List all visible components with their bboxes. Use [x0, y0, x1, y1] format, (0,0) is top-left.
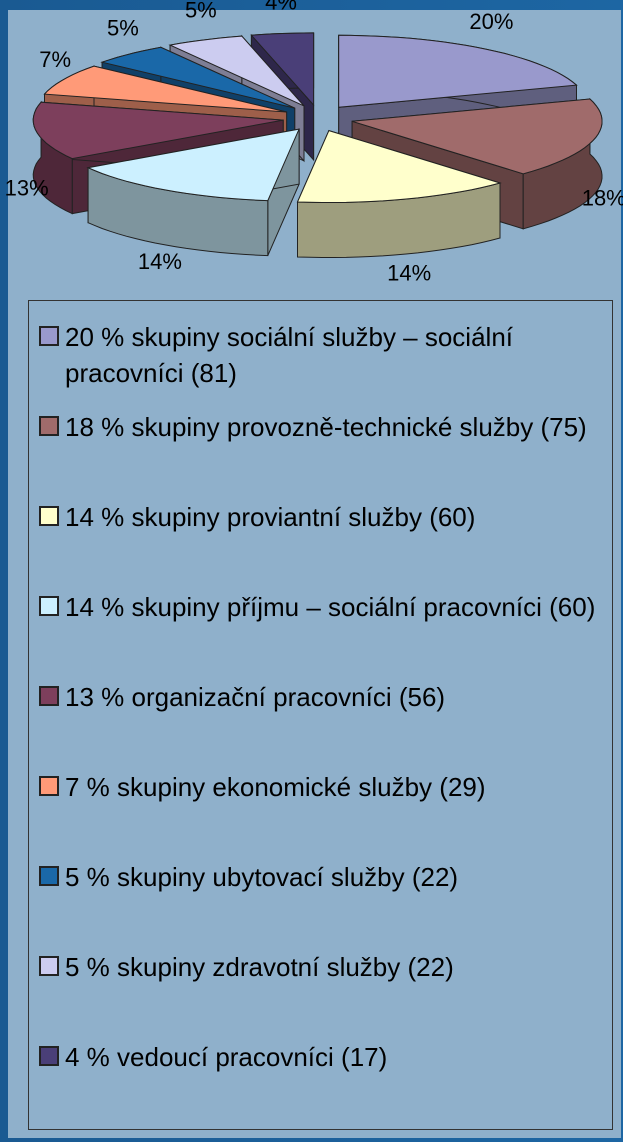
legend-item: 5 % skupiny zdravotní služby (22)	[39, 949, 599, 985]
legend-swatch	[39, 416, 59, 436]
legend: 20 % skupiny sociální služby – sociální …	[28, 300, 613, 1130]
legend-swatch	[39, 776, 59, 796]
data-label: 18%	[582, 185, 623, 210]
legend-item: 14 % skupiny příjmu – sociální pracovníc…	[39, 589, 599, 625]
slice	[32, 101, 284, 160]
slice	[296, 129, 502, 203]
legend-label: 14 % skupiny proviantní služby (60)	[65, 502, 476, 532]
data-label: 7%	[39, 47, 71, 72]
legend-label: 13 % organizační pracovníci (56)	[65, 682, 446, 712]
legend-swatch	[39, 956, 59, 976]
legend-swatch	[39, 866, 59, 886]
legend-label: 4 % vedoucí pracovníci (17)	[65, 1042, 388, 1072]
slice	[250, 32, 315, 107]
data-label: 13%	[5, 176, 49, 201]
slice	[100, 46, 295, 109]
legend-swatch	[39, 1046, 59, 1066]
slice	[168, 35, 305, 107]
slice	[43, 65, 287, 113]
pie-chart: 20% 18% 14% 14% 13% 7% 5% 5% 4%	[5, 0, 623, 286]
legend-item: 13 % organizační pracovníci (56)	[39, 679, 599, 715]
data-label: 20%	[469, 9, 513, 34]
slice	[351, 98, 603, 175]
legend-item: 4 % vedoucí pracovníci (17)	[39, 1039, 599, 1075]
slice	[86, 128, 300, 202]
legend-label: 14 % skupiny příjmu – sociální pracovníc…	[65, 592, 596, 622]
legend-label: 7 % skupiny ekonomické služby (29)	[65, 772, 486, 802]
legend-label: 20 % skupiny sociální služby – sociální …	[65, 322, 514, 388]
legend-item: 7 % skupiny ekonomické služby (29)	[39, 769, 599, 805]
legend-item: 20 % skupiny sociální služby – sociální …	[39, 319, 599, 391]
legend-item: 14 % skupiny proviantní služby (60)	[39, 499, 599, 535]
data-label: 14%	[138, 249, 182, 274]
data-label: 4%	[265, 0, 297, 15]
legend-swatch	[39, 596, 59, 616]
legend-swatch	[39, 326, 59, 346]
slice	[338, 34, 578, 108]
legend-label: 5 % skupiny zdravotní služby (22)	[65, 952, 454, 982]
legend-swatch	[39, 686, 59, 706]
data-label: 5%	[107, 16, 139, 41]
legend-swatch	[39, 506, 59, 526]
data-label: 5%	[185, 0, 217, 23]
legend-label: 18 % skupiny provozně-technické služby (…	[65, 412, 587, 442]
legend-item: 5 % skupiny ubytovací služby (22)	[39, 859, 599, 895]
legend-label: 5 % skupiny ubytovací služby (22)	[65, 862, 459, 892]
data-label: 14%	[387, 261, 431, 286]
legend-item: 18 % skupiny provozně-technické služby (…	[39, 409, 599, 445]
